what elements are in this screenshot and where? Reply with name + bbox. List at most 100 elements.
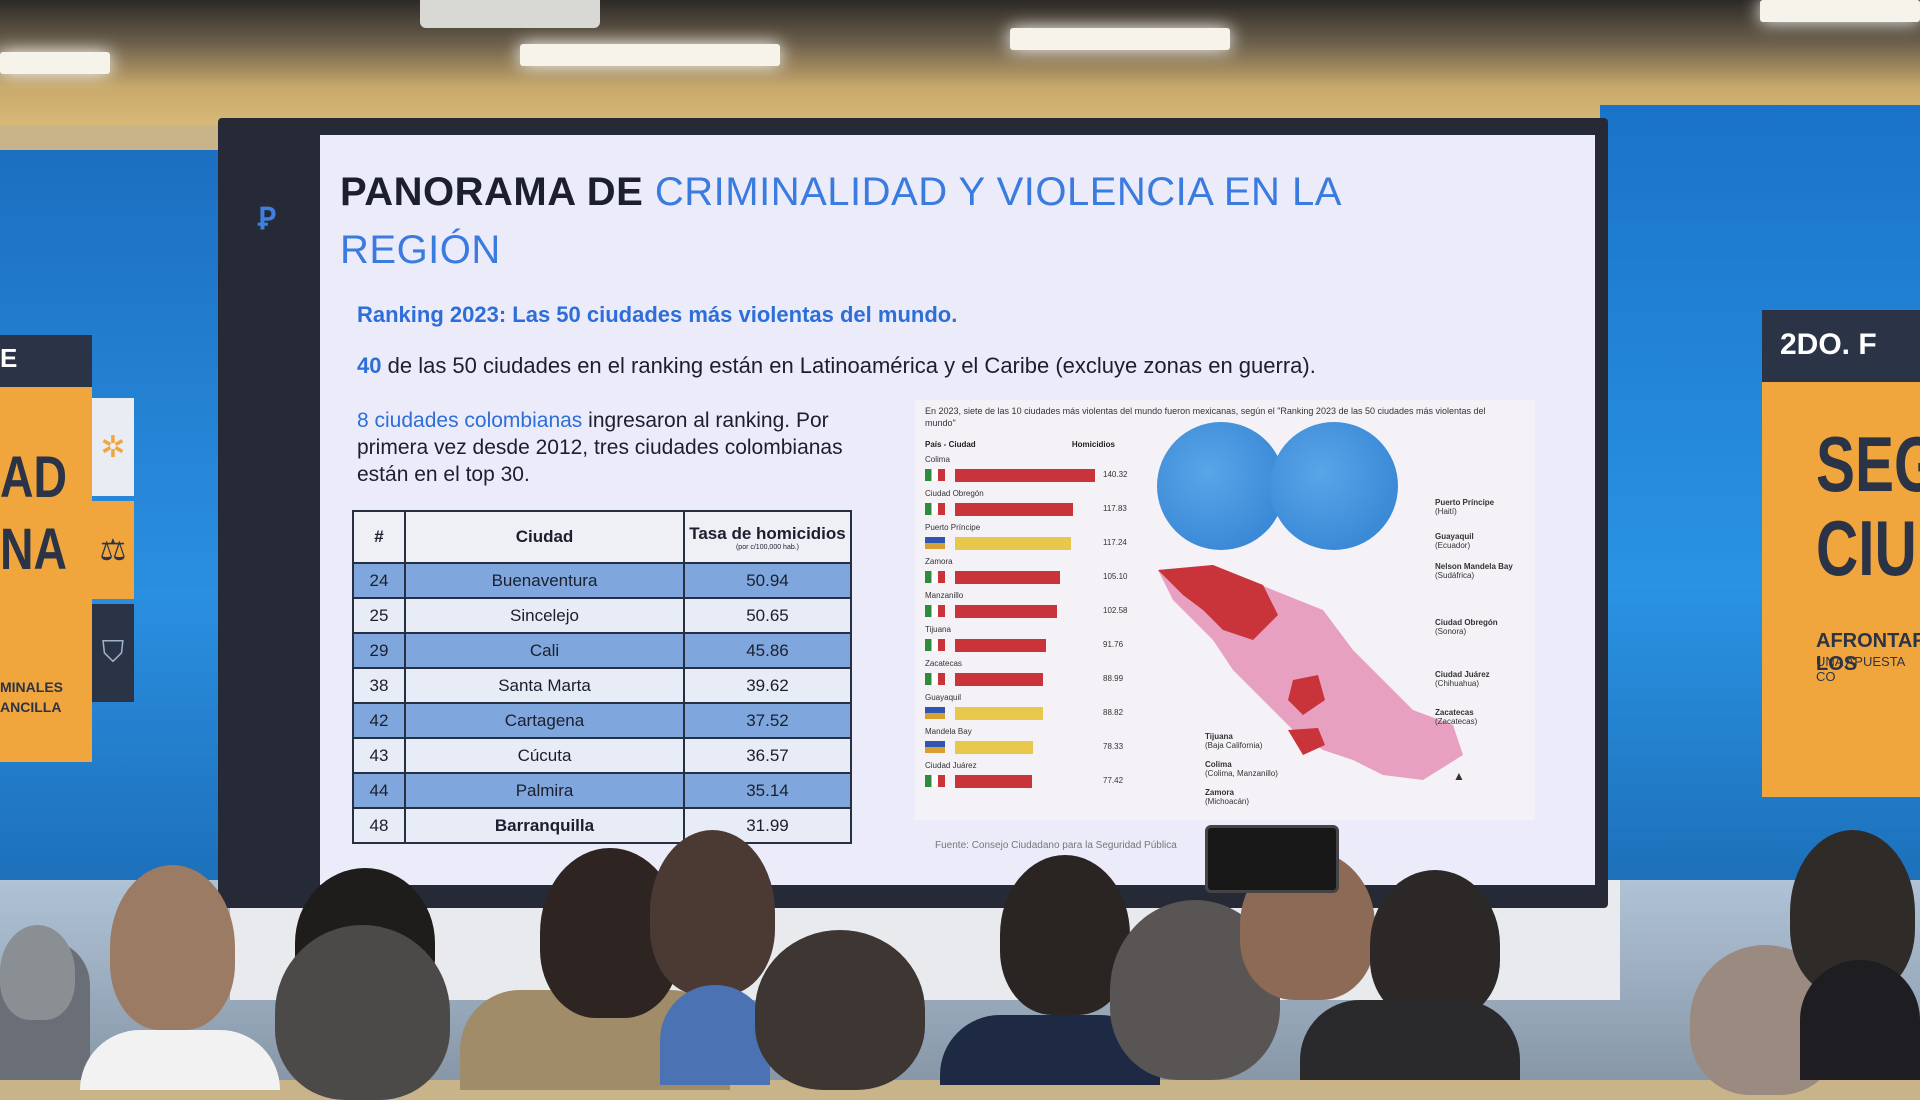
figure-bar-row: Manzanillo 102.58 — [925, 591, 1135, 625]
audience-member — [650, 830, 775, 995]
country-flag-icon — [925, 741, 945, 753]
banner-icon-column: ✲ ⚖ ⛉ — [92, 398, 134, 708]
country-flag-icon — [925, 469, 945, 481]
title-blue-part: CRIMINALIDAD Y VIOLENCIA EN LA REGIÓN — [340, 170, 1340, 272]
map-label: Zacatecas (Zacatecas) — [1435, 708, 1477, 726]
ceiling-light — [1010, 28, 1230, 50]
map-label-sub: (Chihuahua) — [1435, 679, 1480, 688]
country-flag-icon — [925, 503, 945, 515]
map-label-name: Ciudad Obregón — [1435, 618, 1498, 627]
audience-member — [275, 925, 450, 1100]
projector — [420, 0, 600, 28]
world-globe-west — [1157, 422, 1285, 550]
table-cell-rate: 45.86 — [683, 632, 852, 669]
audience-member — [1000, 855, 1130, 1015]
bar-value: 117.83 — [1103, 504, 1127, 513]
figure-bar-row: Zacatecas 88.99 — [925, 659, 1135, 693]
table-cell-city: Cúcuta — [404, 737, 685, 774]
table-cell-rank: 38 — [352, 667, 406, 704]
audience-member — [755, 930, 925, 1090]
homicide-figure: En 2023, siete de las 10 ciudades más vi… — [915, 400, 1535, 820]
map-label-name: Zacatecas — [1435, 708, 1474, 717]
figure-bar — [955, 673, 1043, 686]
table-row: 42 Cartagena 37.52 — [352, 702, 852, 739]
bar-label: Ciudad Juárez — [925, 761, 977, 770]
map-label: Ciudad Obregón (Sonora) — [1435, 618, 1498, 636]
figure-bar-list: Colima 140.32 Ciudad Obregón 117.83 Puerto P… — [925, 455, 1135, 795]
map-label-name: Zamora — [1205, 788, 1234, 797]
table-row: 48 Barranquilla 31.99 — [352, 807, 852, 844]
map-label-name: Nelson Mandela Bay — [1435, 562, 1513, 571]
table-row: 29 Cali 45.86 — [352, 632, 852, 669]
figure-bar-row: Guayaquil 88.82 — [925, 693, 1135, 727]
table-cell-rate: 36.57 — [683, 737, 852, 774]
bar-value: 117.24 — [1103, 538, 1127, 547]
map-label-sub: (Zacatecas) — [1435, 717, 1478, 726]
map-label-name: Puerto Príncipe — [1435, 498, 1495, 507]
table-row: 24 Buenaventura 50.94 — [352, 562, 852, 599]
figure-bar-row: Ciudad Obregón 117.83 — [925, 489, 1135, 523]
banner-right-top-text: 2DO. F — [1780, 328, 1877, 361]
figure-bar — [955, 571, 1060, 584]
audience-member — [1800, 960, 1920, 1080]
figure-caption: En 2023, siete de las 10 ciudades más vi… — [925, 406, 1486, 428]
country-flag-icon — [925, 775, 945, 787]
map-label: Puerto Príncipe (Haití) — [1435, 498, 1494, 516]
mexico-red-center — [1288, 675, 1325, 715]
audience-member — [0, 925, 75, 1020]
country-flag-icon — [925, 673, 945, 685]
event-banner-right: 2DO. F SEGU CIUDA AFRONTAR LOS UNA APUES… — [1762, 310, 1920, 797]
table-row: 38 Santa Marta 39.62 — [352, 667, 852, 704]
scales-icon: ⚖ — [92, 501, 134, 599]
figure-col-left: País - Ciudad — [925, 440, 976, 449]
shield-icon: ⛉ — [92, 604, 134, 702]
bar-label: Colima — [925, 455, 950, 464]
figure-source: Fuente: Consejo Ciudadano para la Seguri… — [935, 840, 1177, 851]
banner-left-top-text: E — [0, 343, 18, 373]
header-city: Ciudad — [404, 510, 685, 564]
ranking-table: # Ciudad Tasa de homicidios (por c/100,0… — [352, 510, 852, 844]
north-arrow: ▲ — [1453, 769, 1465, 783]
mexico-red-north — [1158, 565, 1278, 640]
map-label: Zamora (Michoacán) — [1205, 788, 1249, 806]
stat-number: 40 — [357, 353, 382, 378]
figure-bar-row: Tijuana 91.76 — [925, 625, 1135, 659]
table-row: 43 Cúcuta 36.57 — [352, 737, 852, 774]
map-label: Tijuana (Baja California) — [1205, 732, 1262, 750]
country-flag-icon — [925, 707, 945, 719]
table-cell-city: Sincelejo — [404, 597, 685, 634]
ceiling-light — [0, 52, 110, 74]
table-cell-rank: 44 — [352, 772, 406, 809]
bar-label: Manzanillo — [925, 591, 964, 600]
phone-camera-icon — [1205, 825, 1339, 893]
ceiling-light — [520, 44, 780, 66]
bar-value: 105.10 — [1103, 572, 1128, 581]
map-label: Colima (Colima, Manzanillo) — [1205, 760, 1278, 778]
table-row: 25 Sincelejo 50.65 — [352, 597, 852, 634]
presentation-slide: PANORAMA DE CRIMINALIDAD Y VIOLENCIA EN … — [320, 135, 1595, 885]
map-label: Guayaquil (Ecuador) — [1435, 532, 1474, 550]
star-emblem-icon: ✲ — [92, 398, 134, 496]
figure-bar — [955, 537, 1071, 550]
figure-bar-row: Mandela Bay 78.33 — [925, 727, 1135, 761]
figure-bar — [955, 605, 1057, 618]
figure-bar — [955, 503, 1073, 516]
stat-text: de las 50 ciudades en el ranking están e… — [387, 353, 1316, 378]
bar-value: 78.33 — [1103, 742, 1124, 751]
table-cell-rate: 50.94 — [683, 562, 852, 599]
table-cell-rate: 50.65 — [683, 597, 852, 634]
table-cell-city: Palmira — [404, 772, 685, 809]
table-cell-city: Barranquilla — [404, 807, 685, 844]
stat-line: 40 de las 50 ciudades en el ranking está… — [357, 353, 1316, 379]
mexico-red-west — [1288, 728, 1325, 755]
bar-value: 88.82 — [1103, 708, 1124, 717]
banner-right-tagline: UNA APUESTA CO — [1816, 654, 1905, 684]
table-cell-rank: 48 — [352, 807, 406, 844]
map-label-sub: (Sudáfrica) — [1435, 571, 1475, 580]
audience-member — [1370, 870, 1500, 1020]
table-cell-rate: 39.62 — [683, 667, 852, 704]
bar-value: 77.42 — [1103, 776, 1124, 785]
map-label-sub: (Baja California) — [1205, 741, 1263, 750]
map-label: Nelson Mandela Bay (Sudáfrica) — [1435, 562, 1513, 580]
figure-column-headers: País - Ciudad Homicidios — [925, 440, 1115, 449]
